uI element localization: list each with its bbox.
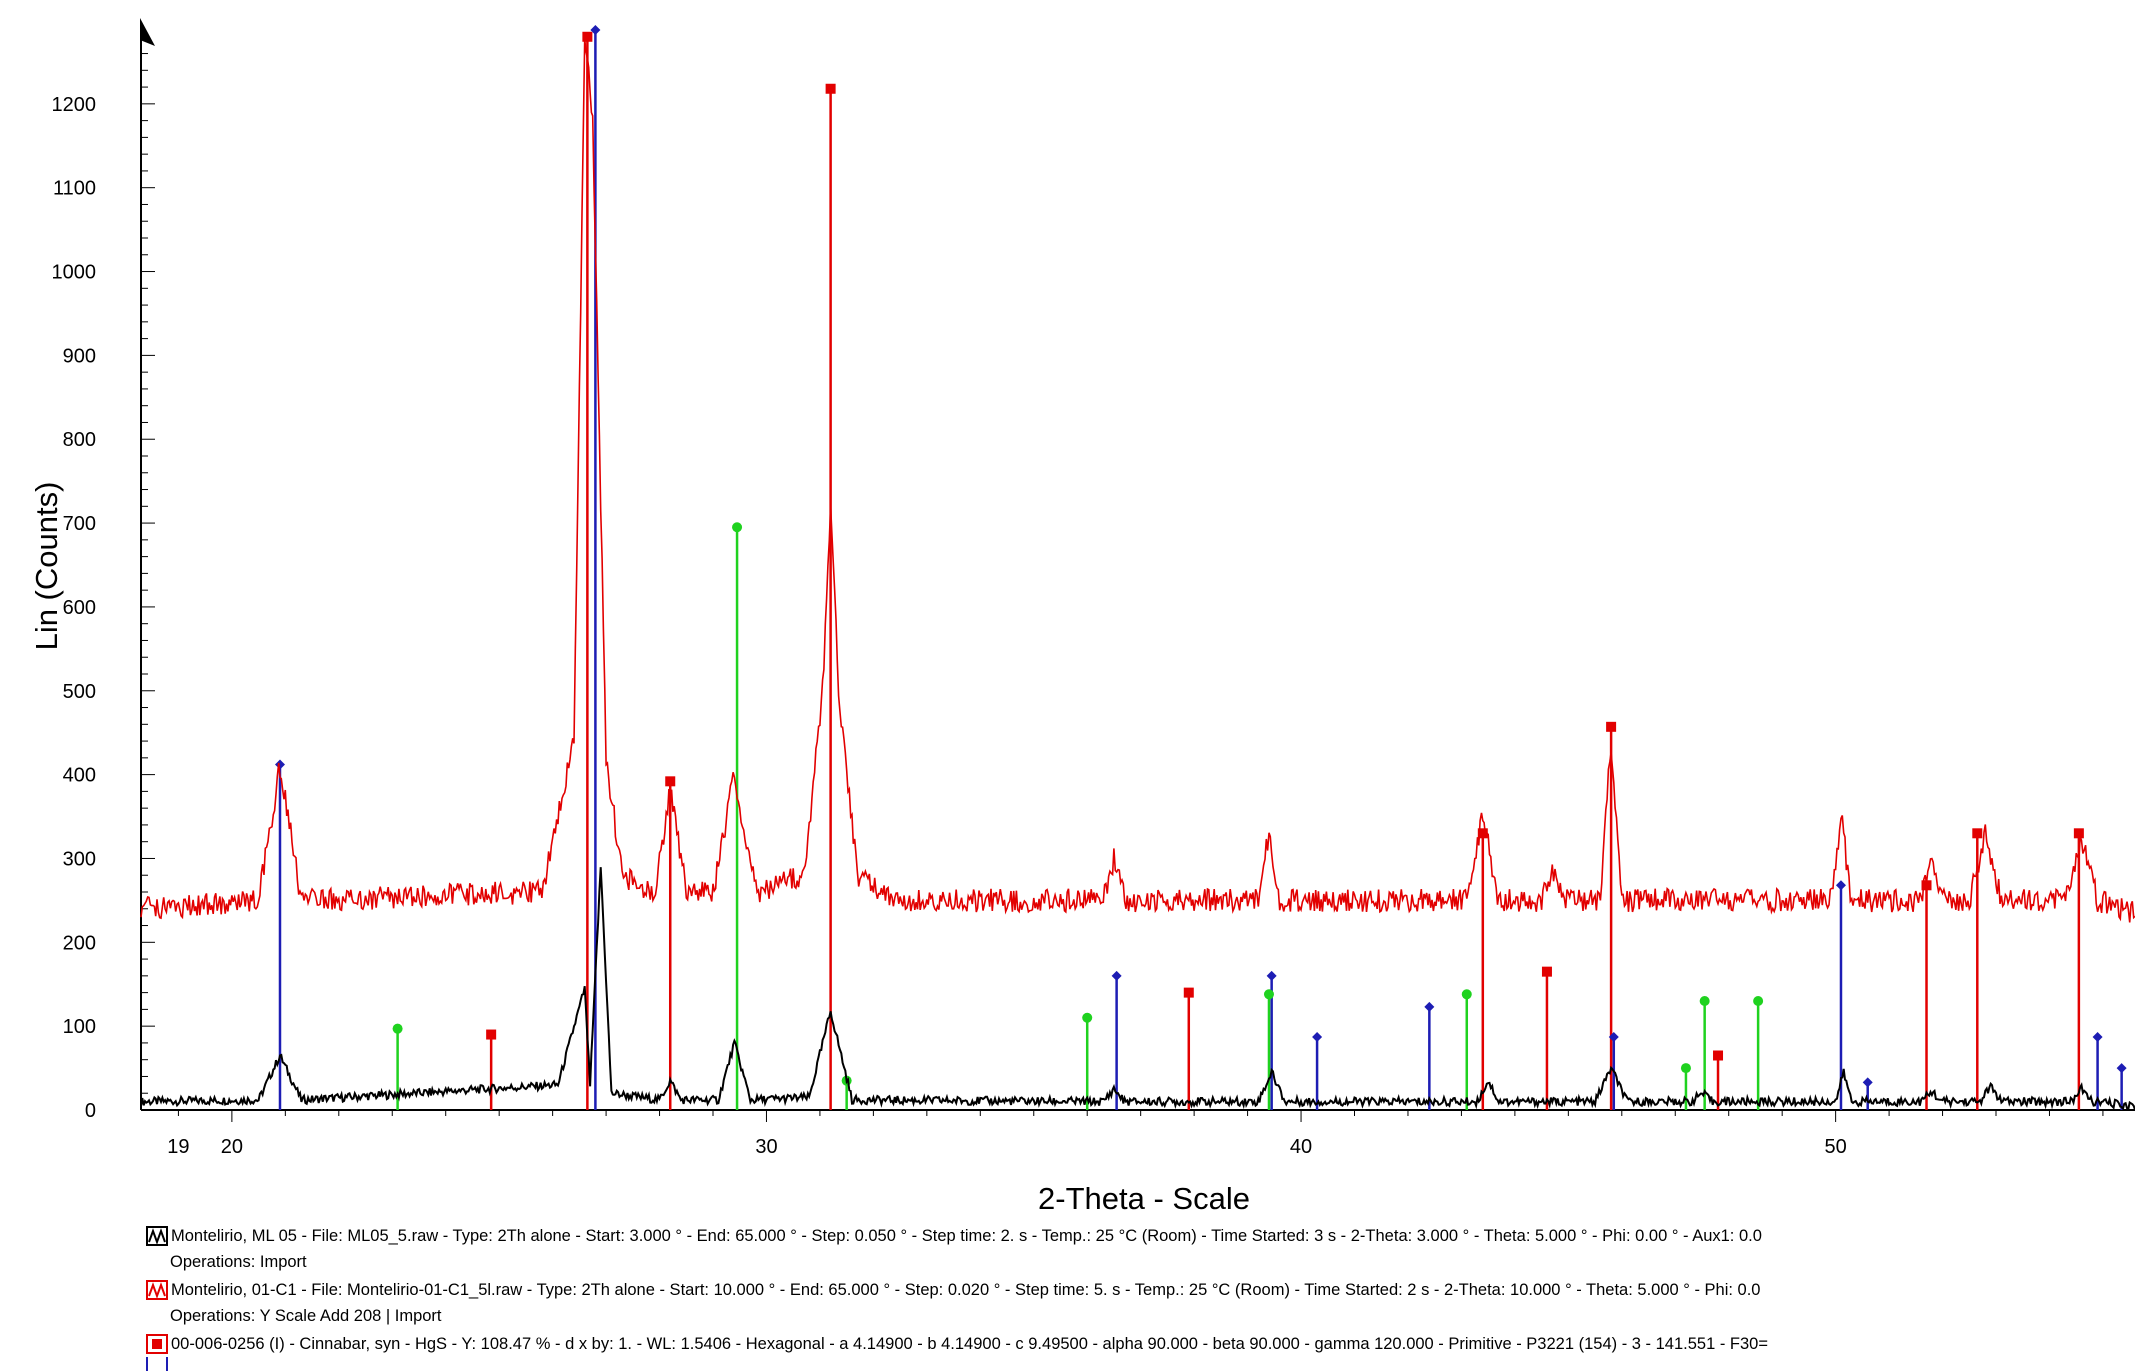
y-tick-label: 1100 [53, 178, 96, 200]
reference-marker-circle [1753, 996, 1764, 1006]
reference-marker-square [1972, 828, 1983, 839]
reference-marker-diamond [1312, 1032, 1323, 1043]
reference-marker-square [1713, 1050, 1724, 1061]
blue-pattern-icon [146, 1357, 168, 1371]
reference-marker-square [665, 776, 676, 787]
red-scan-icon [146, 1279, 168, 1300]
y-ticks: 0 100 200 300 400 500 600 700 800 900 1000 1100 1200 [52, 36, 155, 1122]
y-tick-label: 800 [63, 429, 96, 451]
x-tick-label: 50 [1825, 1136, 1847, 1158]
reference-marker-circle [1699, 996, 1710, 1006]
x-tick-label: 40 [1290, 1136, 1312, 1158]
reference-marker-diamond [590, 25, 601, 36]
x-tick-label: 30 [755, 1136, 777, 1158]
legend-entry-clipped [146, 1357, 2126, 1371]
reference-marker-square [1183, 987, 1194, 998]
legend-entry-cinnabar: 00-006-0256 (I) - Cinnabar, syn - HgS - … [146, 1330, 2126, 1357]
series-group [140, 38, 2135, 1111]
x-tick-label: 19 [167, 1136, 189, 1158]
reference-marker-square [1541, 966, 1552, 977]
y-axis-label: Lin (Counts) [29, 482, 64, 651]
legend-text-01c1: Montelirio, 01-C1 - File: Montelirio-01-… [171, 1280, 1761, 1299]
reference-marker-square [2073, 828, 2084, 839]
y-tick-label: 0 [85, 1100, 96, 1122]
series-ml05-line [140, 867, 2135, 1111]
y-tick-label: 900 [63, 345, 96, 367]
reference-marker-square [1921, 880, 1932, 891]
reference-marker-diamond [1266, 970, 1277, 981]
y-tick-label: 1200 [52, 94, 97, 116]
reference-marker-diamond [2092, 1032, 2103, 1043]
legend-ops-01c1: Operations: Y Scale Add 208 | Import [170, 1307, 442, 1325]
reference-marker-circle [1680, 1063, 1691, 1074]
x-axis-label: 2-Theta - Scale [1038, 1181, 1250, 1216]
y-tick-label: 700 [63, 513, 96, 535]
reference-marker-diamond [1608, 1032, 1619, 1043]
legend: Montelirio, ML 05 - File: ML05_5.raw - T… [146, 1222, 2126, 1371]
x-tick-label: 20 [221, 1136, 243, 1158]
y-tick-label: 100 [63, 1016, 96, 1038]
y-tick-label: 200 [63, 932, 96, 954]
y-tick-label: 400 [63, 765, 96, 787]
y-tick-label: 600 [63, 597, 96, 619]
legend-entry-ml05: Montelirio, ML 05 - File: ML05_5.raw - T… [146, 1222, 2126, 1249]
reference-marker-square [825, 83, 836, 94]
reference-patterns [274, 25, 2127, 1110]
reference-marker-square [1606, 721, 1617, 732]
reference-marker-square [582, 31, 593, 42]
y-axis-arrow [140, 18, 155, 46]
reference-marker-diamond [2116, 1063, 2127, 1074]
y-tick-label: 300 [63, 848, 96, 870]
legend-text-ml05: Montelirio, ML 05 - File: ML05_5.raw - T… [171, 1226, 1762, 1245]
axes [140, 18, 2135, 1111]
reference-marker-diamond [1111, 970, 1122, 981]
legend-text-cinnabar: 00-006-0256 (I) - Cinnabar, syn - HgS - … [171, 1334, 1768, 1353]
reference-marker-circle [1082, 1012, 1093, 1023]
reference-marker-diamond [274, 759, 285, 770]
y-tick-label: 1000 [52, 262, 97, 284]
legend-ops-ml05: Operations: Import [170, 1253, 307, 1271]
legend-entry-01c1: Montelirio, 01-C1 - File: Montelirio-01-… [146, 1276, 2126, 1303]
reference-marker-square [486, 1029, 497, 1040]
reference-marker-circle [392, 1023, 403, 1034]
reference-marker-diamond [1835, 880, 1846, 891]
reference-marker-diamond [1424, 1001, 1435, 1012]
black-scan-icon [146, 1225, 168, 1246]
reference-marker-circle [1461, 989, 1472, 1000]
reference-marker-diamond [1862, 1077, 1873, 1088]
x-ticks: 19 20 30 40 50 [167, 1110, 2104, 1158]
reference-marker-circle [732, 522, 743, 533]
red-pattern-icon [146, 1333, 168, 1354]
reference-marker-circle [1263, 989, 1274, 1000]
y-tick-label: 500 [63, 681, 96, 703]
reference-marker-square [1477, 828, 1488, 839]
series-01c1-line [140, 38, 2135, 923]
